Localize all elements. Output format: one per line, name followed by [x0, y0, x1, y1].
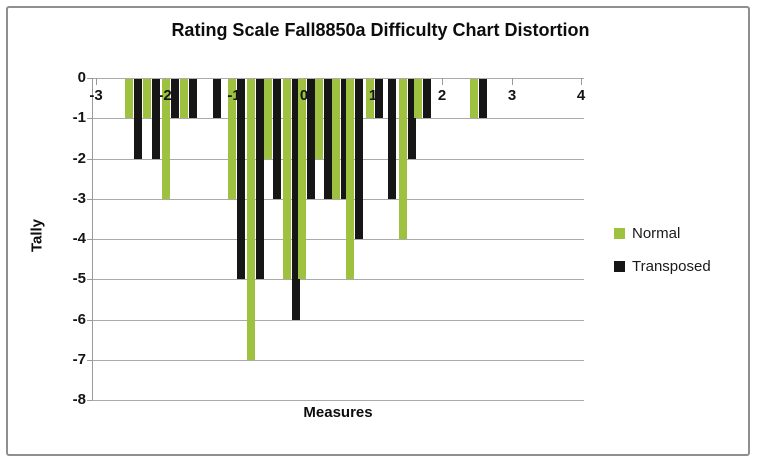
bar-transposed	[355, 79, 363, 239]
x-axis-tick	[581, 78, 582, 85]
y-tick-label: -7	[72, 351, 86, 368]
y-axis-tick	[87, 279, 92, 280]
legend-item-transposed: Transposed	[614, 258, 744, 275]
gridline	[92, 279, 584, 280]
bar-transposed	[307, 79, 315, 199]
bar-transposed	[324, 79, 332, 199]
y-axis-tick	[87, 199, 92, 200]
gridline	[92, 239, 584, 240]
bar-normal	[228, 79, 236, 199]
x-tick-label: -1	[227, 87, 241, 104]
bar-transposed	[423, 79, 431, 118]
gridline	[92, 199, 584, 200]
bar-normal	[332, 79, 340, 199]
x-tick-label: 4	[576, 87, 586, 104]
bar-normal	[346, 79, 354, 279]
y-tick-label: -2	[72, 150, 86, 167]
y-tick-label: -1	[72, 109, 86, 126]
bar-normal	[399, 79, 407, 239]
bar-transposed	[273, 79, 281, 199]
x-tick-label: -3	[89, 87, 103, 104]
y-axis-tick	[87, 78, 92, 79]
bar-transposed	[341, 79, 349, 199]
chart-title: Rating Scale Fall8850a Difficulty Chart …	[171, 20, 590, 40]
x-tick-label: 3	[507, 87, 517, 104]
y-axis-tick	[87, 320, 92, 321]
bar-normal	[162, 79, 170, 199]
x-axis-tick	[96, 78, 97, 85]
y-axis-title: Tally	[28, 218, 46, 253]
x-tick-label: 2	[437, 87, 447, 104]
bar-normal	[143, 79, 151, 118]
bar-transposed	[388, 79, 396, 199]
bar-transposed	[479, 79, 487, 118]
y-tick-label: -8	[72, 391, 86, 408]
bar-transposed	[171, 79, 179, 118]
y-axis-tick	[87, 118, 92, 119]
bar-transposed	[408, 79, 416, 159]
bar-transposed	[213, 79, 221, 118]
bar-normal	[264, 79, 272, 159]
legend-label: Transposed	[632, 258, 711, 275]
y-axis-tick	[87, 360, 92, 361]
x-axis-title: Measures	[303, 404, 373, 421]
x-tick-label: -2	[158, 87, 172, 104]
x-tick-label: 1	[368, 87, 378, 104]
bar-transposed	[134, 79, 142, 159]
x-axis-tick	[512, 78, 513, 85]
y-tick-label: -5	[72, 270, 86, 287]
y-axis-tick	[87, 239, 92, 240]
legend: Normal Transposed	[614, 225, 744, 291]
bar-normal	[414, 79, 422, 118]
bar-normal	[470, 79, 478, 118]
legend-label: Normal	[632, 225, 681, 242]
y-tick-label: -3	[72, 190, 86, 207]
bar-transposed	[189, 79, 197, 118]
y-tick-label: -4	[72, 230, 86, 247]
y-axis-line	[92, 78, 93, 400]
gridline	[92, 320, 584, 321]
bar-transposed	[152, 79, 160, 159]
y-axis-tick	[87, 159, 92, 160]
bar-transposed	[375, 79, 383, 118]
legend-swatch-normal	[614, 228, 625, 239]
y-tick-label: 0	[77, 69, 86, 86]
gridline	[92, 78, 584, 79]
x-tick-label: 0	[299, 87, 309, 104]
y-tick-label: -6	[72, 311, 86, 328]
x-axis-tick	[442, 78, 443, 85]
bar-normal	[283, 79, 291, 279]
bar-transposed	[237, 79, 245, 279]
bar-normal	[315, 79, 323, 159]
bar-normal	[298, 79, 306, 279]
bar-normal	[366, 79, 374, 118]
bar-normal	[180, 79, 188, 118]
gridline	[92, 400, 584, 401]
bar-transposed	[256, 79, 264, 279]
bar-normal	[247, 79, 255, 360]
y-axis-tick	[87, 400, 92, 401]
legend-swatch-transposed	[614, 261, 625, 272]
bar-normal	[125, 79, 133, 118]
legend-item-normal: Normal	[614, 225, 744, 242]
gridline	[92, 360, 584, 361]
bar-transposed	[292, 79, 300, 320]
